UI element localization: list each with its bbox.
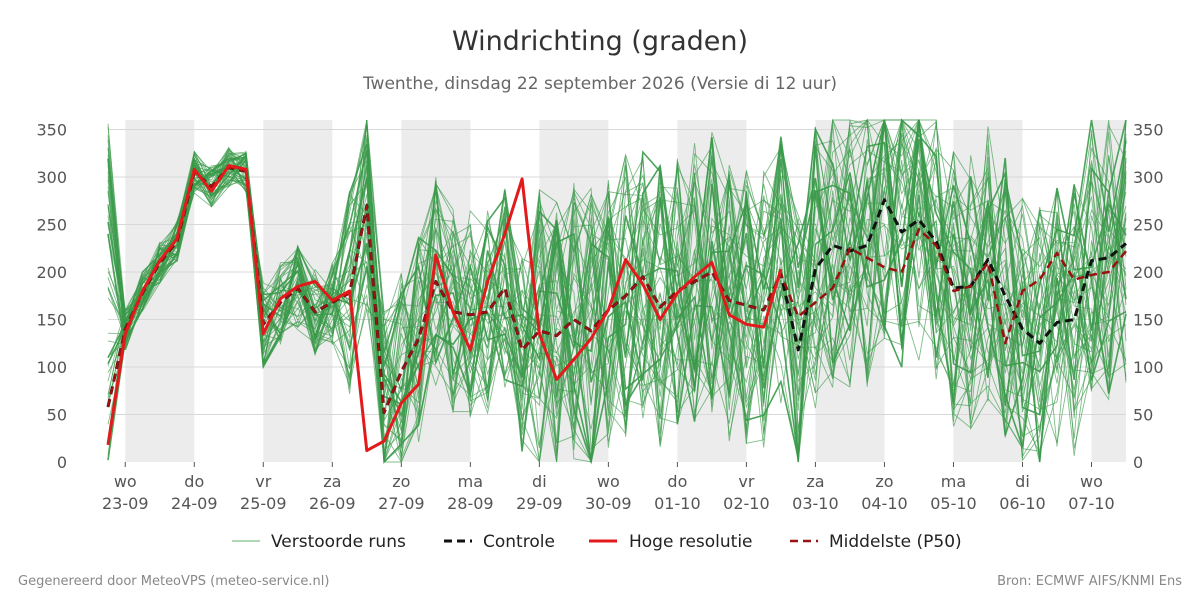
legend-item-median: Middelste (P50) bbox=[790, 532, 962, 552]
x-tick-date-7: 30-09 bbox=[585, 494, 632, 513]
x-tick-date-2: 25-09 bbox=[240, 494, 287, 513]
y-tick-left-150: 150 bbox=[36, 311, 67, 330]
legend-item-perturbed: Verstoorde runs bbox=[232, 532, 406, 552]
y-tick-right-100: 100 bbox=[1133, 358, 1164, 377]
x-tick-day-12: ma bbox=[941, 472, 966, 491]
x-tick-day-11: zo bbox=[875, 472, 893, 491]
legend-label-perturbed: Verstoorde runs bbox=[271, 532, 406, 552]
y-tick-left-100: 100 bbox=[36, 358, 67, 377]
x-tick-day-2: vr bbox=[255, 472, 271, 491]
ensemble-run-47 bbox=[107, 151, 1127, 464]
ensemble-run-50 bbox=[107, 119, 1127, 464]
y-tick-left-300: 300 bbox=[36, 168, 67, 187]
x-tick-date-9: 02-10 bbox=[723, 494, 770, 513]
x-tick-day-4: zo bbox=[392, 472, 410, 491]
y-tick-right-50: 50 bbox=[1133, 406, 1153, 425]
chart-title: Windrichting (graden) bbox=[452, 26, 748, 57]
footer-source: Bron: ECMWF AIFS/KNMI Ens bbox=[997, 574, 1182, 589]
y-tick-left-50: 50 bbox=[47, 406, 67, 425]
ensemble-run-29 bbox=[107, 158, 1127, 463]
x-tick-day-9: vr bbox=[738, 472, 754, 491]
x-tick-day-3: za bbox=[323, 472, 341, 491]
x-tick-day-6: di bbox=[532, 472, 547, 491]
x-tick-day-7: wo bbox=[597, 472, 620, 491]
x-tick-day-1: do bbox=[184, 472, 204, 491]
x-tick-date-8: 01-10 bbox=[654, 494, 701, 513]
y-tick-right-150: 150 bbox=[1133, 311, 1164, 330]
x-tick-day-0: wo bbox=[114, 472, 137, 491]
y-tick-left-0: 0 bbox=[57, 453, 67, 472]
ensemble-run-30 bbox=[107, 119, 1127, 454]
ensemble-run-21 bbox=[107, 140, 1127, 463]
x-tick-date-5: 28-09 bbox=[447, 494, 494, 513]
chart-subtitle: Twenthe, dinsdag 22 september 2026 (Vers… bbox=[362, 74, 837, 94]
x-tick-date-0: 23-09 bbox=[102, 494, 149, 513]
y-tick-right-0: 0 bbox=[1133, 453, 1143, 472]
x-tick-date-4: 27-09 bbox=[378, 494, 425, 513]
x-tick-day-13: di bbox=[1015, 472, 1030, 491]
x-tick-day-5: ma bbox=[458, 472, 483, 491]
ensemble-run-26 bbox=[107, 118, 1127, 462]
ensemble-run-44 bbox=[107, 133, 1127, 458]
series-hoge-resolutie bbox=[106, 164, 783, 453]
x-axis: wo 23-09 do 24-09 vr 25-09 za 26-09 zo 27-09 ma 28-… bbox=[102, 462, 1115, 513]
y-axis-left: 0 50 100 150 200 250 300 350 bbox=[36, 121, 67, 473]
legend-label-median: Middelste (P50) bbox=[829, 532, 962, 552]
x-tick-date-13: 06-10 bbox=[999, 494, 1046, 513]
y-tick-right-250: 250 bbox=[1133, 216, 1164, 235]
x-tick-date-11: 04-10 bbox=[861, 494, 908, 513]
y-tick-right-200: 200 bbox=[1133, 263, 1164, 282]
x-tick-day-8: do bbox=[667, 472, 687, 491]
y-tick-left-250: 250 bbox=[36, 216, 67, 235]
y-tick-left-200: 200 bbox=[36, 263, 67, 282]
x-tick-day-10: za bbox=[806, 472, 824, 491]
legend-item-control: Controle bbox=[444, 532, 555, 552]
ensemble-run-45 bbox=[107, 126, 1127, 443]
x-tick-date-12: 05-10 bbox=[930, 494, 977, 513]
y-tick-right-350: 350 bbox=[1133, 121, 1164, 140]
y-tick-right-300: 300 bbox=[1133, 168, 1164, 187]
y-tick-left-350: 350 bbox=[36, 121, 67, 140]
legend-item-high-resolution: Hoge resolutie bbox=[589, 532, 753, 552]
x-tick-date-14: 07-10 bbox=[1068, 494, 1115, 513]
ensemble-run-23 bbox=[107, 144, 1127, 463]
x-tick-date-6: 29-09 bbox=[516, 494, 563, 513]
legend-label-control: Controle bbox=[483, 532, 555, 552]
x-tick-date-3: 26-09 bbox=[309, 494, 356, 513]
ensemble-run-49 bbox=[107, 118, 1127, 463]
legend: Verstoorde runs Controle Hoge resolutie … bbox=[232, 532, 962, 552]
ensemble-run-36 bbox=[107, 119, 1127, 463]
main-series bbox=[106, 164, 1127, 453]
ensemble-run-43 bbox=[107, 119, 1127, 434]
y-axis-right: 0 50 100 150 200 250 300 350 bbox=[1133, 121, 1164, 473]
x-tick-date-10: 03-10 bbox=[792, 494, 839, 513]
x-tick-date-1: 24-09 bbox=[171, 494, 218, 513]
ensemble-runs bbox=[107, 118, 1127, 465]
legend-label-high-resolution: Hoge resolutie bbox=[629, 532, 753, 552]
x-tick-day-14: wo bbox=[1080, 472, 1103, 491]
footer-generated-by: Gegenereerd door MeteoVPS (meteo-service… bbox=[18, 574, 329, 589]
